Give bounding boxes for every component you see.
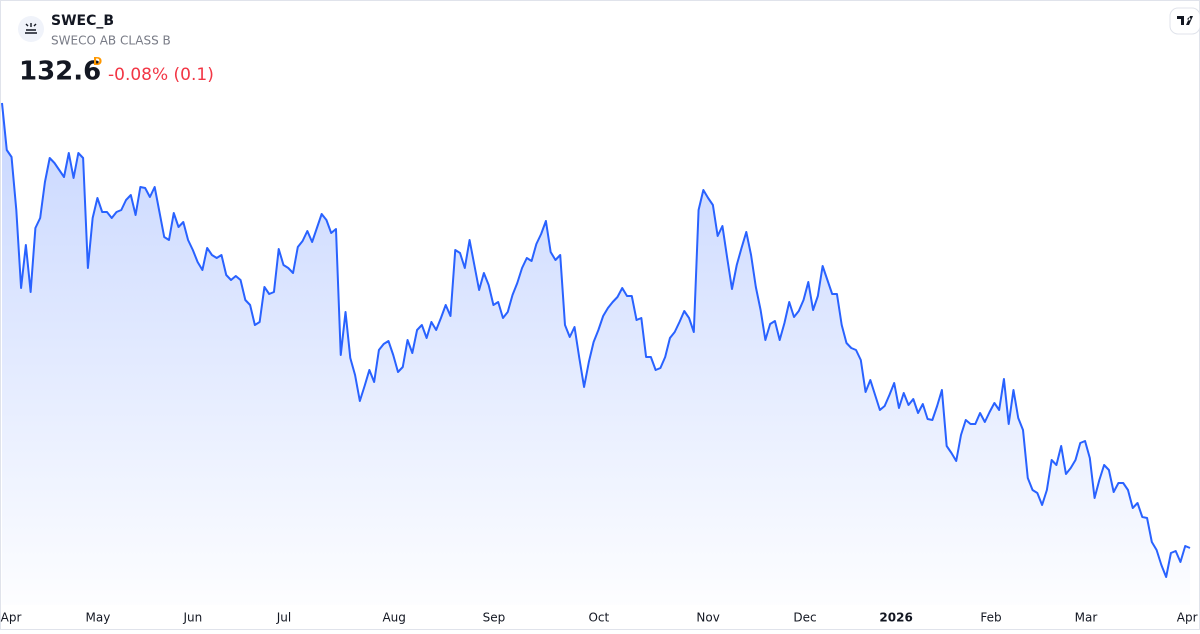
x-tick-label: Jul	[276, 611, 291, 625]
price-line	[1, 102, 1191, 578]
x-tick-label: 2026	[879, 611, 912, 625]
x-tick-label: Aug	[382, 611, 405, 625]
logo-box[interactable]	[1169, 7, 1200, 35]
plot-area	[1, 102, 1191, 605]
logo[interactable]	[1177, 16, 1193, 25]
area-fill	[2, 103, 1190, 605]
symbol-icon	[18, 16, 44, 42]
x-tick-label: May	[85, 611, 110, 625]
x-tick-label: Oct	[588, 611, 609, 625]
x-tick-label: Dec	[793, 611, 816, 625]
change: -0.08% (0.1)	[108, 65, 214, 85]
x-tick-label: Apr	[1, 611, 22, 625]
price: 132.6	[19, 57, 101, 87]
x-tick-label: Feb	[980, 611, 1001, 625]
x-tick-label: Jun	[182, 611, 202, 625]
symbol-icon-glyph	[25, 23, 37, 34]
interval: D	[93, 55, 102, 68]
x-tick-label: Apr	[1177, 611, 1198, 625]
x-tick-label: Mar	[1075, 611, 1098, 625]
x-tick-label: Sep	[483, 611, 506, 625]
symbol: SWEC_B	[51, 13, 114, 29]
x-tick-label: Nov	[696, 611, 719, 625]
symbol-name: SWECO AB CLASS B	[51, 34, 171, 48]
